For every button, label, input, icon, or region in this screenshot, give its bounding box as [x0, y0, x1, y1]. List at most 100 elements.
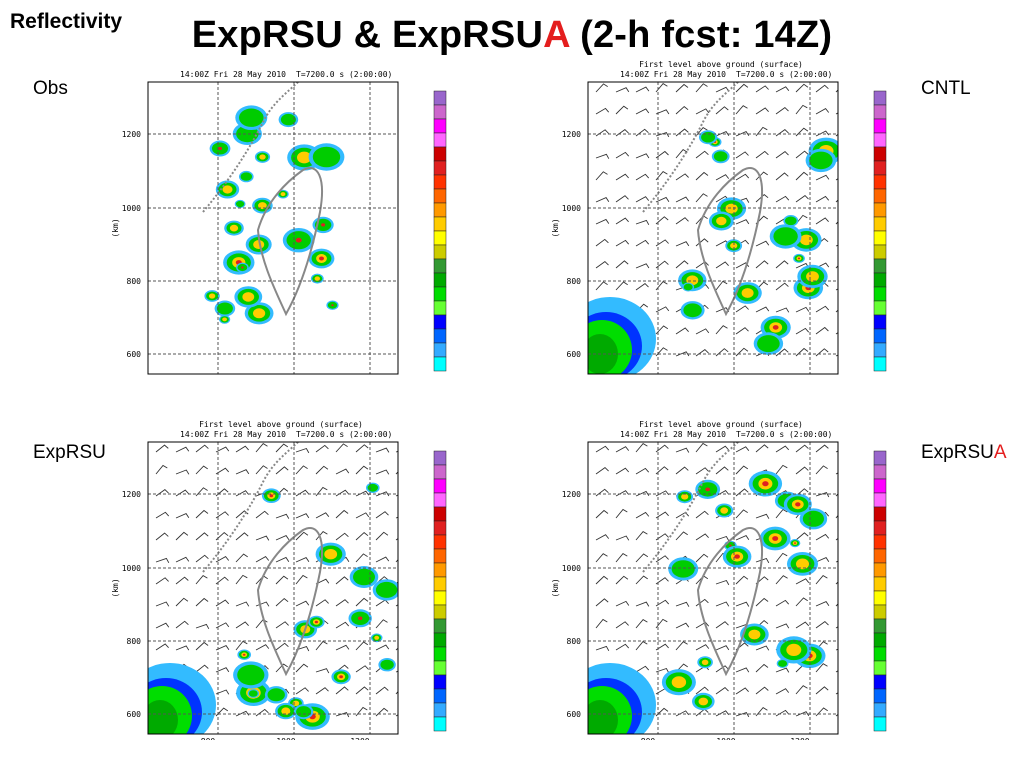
- plot-frame: [587, 81, 839, 375]
- wind-barb: [315, 668, 330, 674]
- colorbar-swatch: [433, 132, 447, 148]
- wind-barb: [735, 305, 749, 313]
- colorbar-swatch: [433, 716, 447, 732]
- wind-barb: [815, 217, 829, 225]
- wind-barb: [675, 327, 689, 335]
- wind-barb: [595, 467, 609, 475]
- wind-barb: [615, 508, 628, 519]
- wind-barb: [615, 173, 629, 181]
- colorbar-swatch: [433, 464, 447, 480]
- wind-barb: [235, 601, 250, 607]
- wind-barb: [815, 465, 828, 475]
- y-tick-label: 1000: [562, 564, 581, 573]
- grid: [148, 82, 398, 374]
- wind-barb: [795, 597, 808, 607]
- wind-barb: [755, 663, 769, 673]
- wind-barb: [655, 533, 669, 541]
- colorbar-swatch: [873, 244, 887, 260]
- wind-barb: [275, 598, 289, 607]
- wind-barb: [715, 621, 729, 629]
- wind-barb: [155, 464, 168, 475]
- wind-barb: [355, 512, 370, 519]
- plot-time-left: 14:00Z Fri 28 May 2010: [620, 430, 726, 439]
- plot-frame: [147, 441, 399, 735]
- wind-barb: [775, 151, 789, 159]
- y-tick-label: 1200: [122, 130, 141, 139]
- wind-barb: [635, 239, 650, 247]
- wind-barb: [595, 238, 609, 247]
- wind-barb: [735, 173, 750, 181]
- wind-barb: [755, 260, 769, 269]
- x-tick-label: 1200: [350, 737, 369, 740]
- colorbar-swatch: [873, 506, 887, 522]
- plot-time-right: T=7200.0 s (2:00:00): [736, 430, 832, 439]
- china-coast: [642, 442, 739, 573]
- wind-barb: [635, 443, 648, 453]
- wind-barb: [315, 687, 329, 695]
- x-tick-label: 1000: [276, 737, 295, 740]
- wind-barb: [675, 173, 689, 181]
- y-tick-label: 600: [567, 710, 582, 719]
- wind-barb: [675, 83, 689, 93]
- y-axis-unit: (km): [111, 578, 120, 597]
- title-tail: (2-h fcst: 14Z): [569, 14, 833, 56]
- colorbar-swatch: [873, 300, 887, 316]
- wind-barb: [175, 513, 190, 519]
- wind-barb: [215, 645, 230, 651]
- wind-barb: [375, 619, 388, 629]
- colorbar-swatch: [873, 90, 887, 106]
- wind-barb: [175, 469, 190, 475]
- colorbar-swatch: [433, 328, 447, 344]
- wind-barb: [615, 600, 630, 607]
- colorbar-swatch: [433, 188, 447, 204]
- wind-barb: [715, 174, 730, 181]
- colorbar-swatch: [433, 660, 447, 676]
- colorbar-swatch: [873, 104, 887, 120]
- wind-barb: [615, 553, 628, 563]
- wind-barb: [635, 153, 650, 159]
- colorbar-swatch: [873, 132, 887, 148]
- wind-barb: [755, 513, 770, 519]
- wind-barb: [315, 578, 330, 585]
- wind-barb: [655, 511, 669, 519]
- colorbar-swatch: [873, 202, 887, 218]
- colorbar-swatch: [433, 90, 447, 106]
- colorbar-swatch: [433, 674, 447, 690]
- wind-barb: [155, 622, 170, 629]
- colorbar-swatch: [873, 314, 887, 330]
- wind-barb: [155, 557, 170, 564]
- wind-barb: [355, 665, 369, 673]
- plot-time-left: 14:00Z Fri 28 May 2010: [620, 70, 726, 79]
- wind-barb: [795, 621, 810, 629]
- wind-barb: [635, 196, 650, 203]
- colorbar-swatch: [433, 104, 447, 120]
- plot-area: [588, 442, 838, 734]
- wind-barb: [715, 687, 729, 695]
- colorbar-swatch: [873, 118, 887, 134]
- wind-barb: [635, 641, 648, 651]
- wind-barb: [675, 196, 690, 203]
- y-tick-label: 800: [567, 637, 582, 646]
- plot-area: [588, 82, 838, 374]
- wind-barb: [815, 686, 829, 695]
- colorbar-swatch: [873, 188, 887, 204]
- wind-barb: [595, 153, 610, 159]
- wind-barb: [295, 663, 309, 673]
- grid: [588, 82, 838, 374]
- wind-barb: [375, 447, 390, 453]
- wind-barb: [695, 171, 709, 181]
- wind-barb: [615, 260, 629, 269]
- wind-barb: [375, 686, 389, 695]
- colorbar-swatch: [873, 576, 887, 592]
- wind-barb: [695, 510, 709, 519]
- wind-barb: [615, 621, 629, 629]
- wind-barb: [655, 466, 669, 475]
- wind-barb: [295, 646, 310, 652]
- colorbar-swatch: [433, 160, 447, 176]
- colorbar-swatch: [873, 562, 887, 578]
- wind-barb: [175, 645, 190, 651]
- wind-barb: [675, 106, 689, 115]
- y-tick-label: 1200: [122, 490, 141, 499]
- wind-barb: [355, 706, 368, 717]
- colorbar-swatch: [873, 356, 887, 372]
